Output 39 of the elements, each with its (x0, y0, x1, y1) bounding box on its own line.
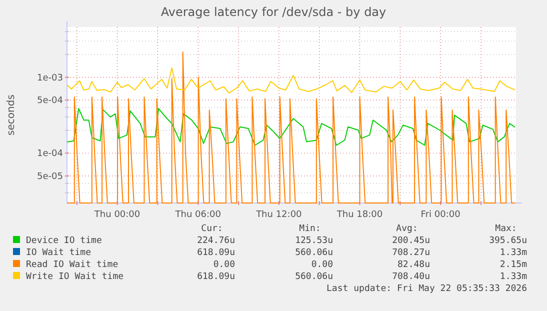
x-tick-label: Thu 06:00 (174, 210, 222, 220)
line-series (66, 108, 516, 146)
y-axis-title: seconds (6, 94, 17, 136)
text: 1.33m (500, 248, 527, 258)
text: 708.27u (392, 248, 430, 258)
y-tick-label: 1e-04 (37, 149, 64, 160)
text: 1.33m (500, 272, 527, 282)
text: 618.09u (197, 248, 235, 258)
text: 395.65u (489, 236, 527, 246)
text: 82.48u (397, 260, 430, 270)
text: Last update: Fri May 22 05:35:33 2026 (326, 284, 527, 294)
legend-label: Device IO time (26, 236, 102, 246)
legend-label: Write IO Wait time (26, 272, 124, 282)
legend-label: IO Wait time (26, 248, 92, 258)
x-tick-label: Thu 00:00 (93, 210, 140, 220)
y-tick-label: 1e-03 (37, 73, 63, 84)
text: 200.45u (392, 236, 430, 246)
text: Avg: (396, 224, 418, 234)
line-series (66, 67, 516, 94)
legend-label: Read IO Wait time (26, 260, 118, 270)
text: Min: (299, 224, 321, 234)
text: 125.53u (295, 236, 333, 246)
text: 560.06u (295, 248, 333, 258)
y-tick-label: 5e-05 (37, 172, 63, 182)
x-tick-label: Thu 12:00 (255, 210, 302, 220)
chart-title: Average latency for /dev/sda - by day (160, 5, 386, 19)
text: Cur: (201, 224, 223, 234)
text: 618.09u (197, 272, 235, 282)
x-tick-label: Thu 18:00 (336, 210, 383, 220)
text: 224.76u (197, 236, 235, 246)
x-tick-label: Fri 00:00 (420, 210, 461, 220)
text: Max: (495, 224, 517, 234)
text: 2.15m (500, 260, 527, 270)
y-tick-label: 5e-04 (37, 96, 64, 106)
text: 708.40u (392, 272, 430, 282)
text: 0.00 (213, 260, 235, 270)
text: 0.00 (311, 260, 333, 270)
text: 560.06u (295, 272, 333, 282)
line-series (66, 52, 516, 204)
